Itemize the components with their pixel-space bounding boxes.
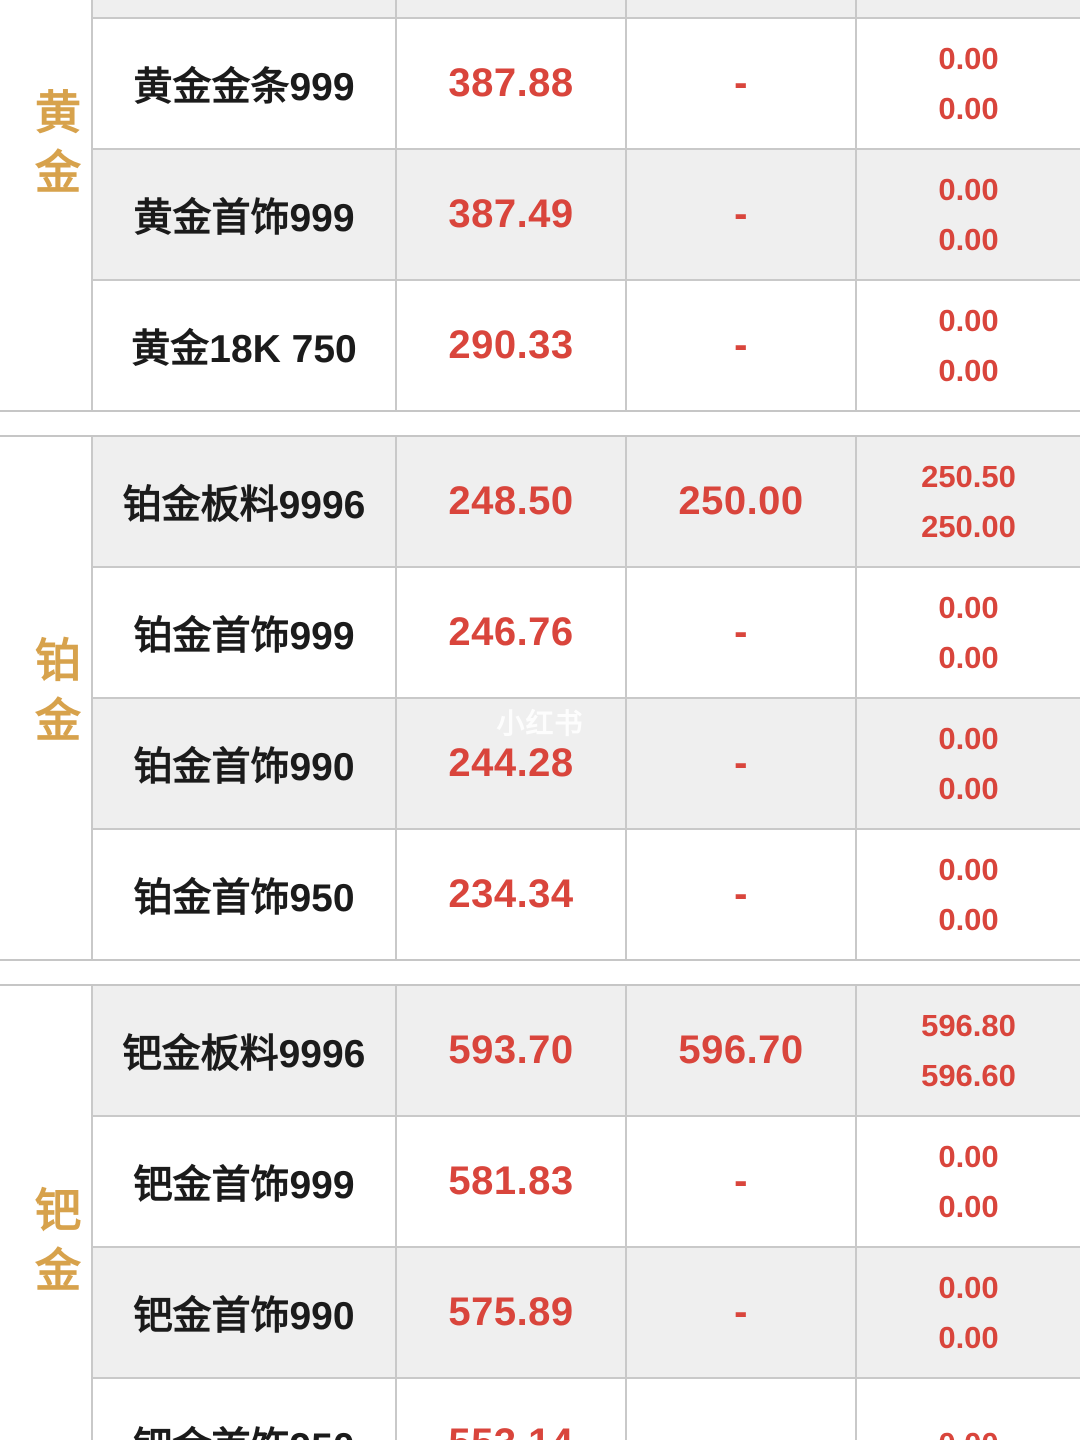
section-gold: 黄金金条999 387.88 - 0.00 0.00 黄金首饰999 387.4… xyxy=(0,0,1080,412)
product-name: 黄金首饰999 xyxy=(133,196,355,240)
product-name: 钯金首饰990 xyxy=(133,1294,355,1338)
mid-price-value: - xyxy=(625,568,855,697)
extra-prices: 0.00 0.00 xyxy=(855,150,1080,279)
extra-prices: 596.80 596.60 xyxy=(855,986,1080,1115)
table-row: 钯金首饰950 553.14 0.00 xyxy=(93,1377,1080,1440)
extra-price-top: 596.80 xyxy=(921,1007,1016,1043)
category-column xyxy=(0,0,91,410)
section-rows: 黄金金条999 387.88 - 0.00 0.00 黄金首饰999 387.4… xyxy=(91,0,1080,410)
product-name: 铂金首饰990 xyxy=(133,745,355,789)
mid-price-value: 596.70 xyxy=(625,986,855,1115)
extra-price-bottom: 596.60 xyxy=(921,1057,1016,1093)
table-row: 铂金首饰950 234.34 - 0.00 0.00 xyxy=(93,828,1080,959)
mid-price-value: - xyxy=(625,1248,855,1377)
extra-price-top: 250.50 xyxy=(921,458,1016,494)
price-value: 290.33 xyxy=(395,281,625,410)
xiaohongshu-watermark: 小红书 xyxy=(496,708,584,739)
price-value: 234.34 xyxy=(395,830,625,959)
category-column xyxy=(0,437,91,959)
table-row: 黄金首饰999 387.49 - 0.00 0.00 xyxy=(93,148,1080,279)
category-label-platinum: 铂金 xyxy=(29,636,81,756)
price-value: 553.14 xyxy=(395,1379,625,1440)
price-value: 246.76 xyxy=(395,568,625,697)
product-name: 钯金首饰950 xyxy=(93,1379,395,1440)
mid-price-value xyxy=(625,1379,855,1440)
price-value: 244.28 xyxy=(395,699,625,828)
extra-price-bottom: 0.00 xyxy=(938,639,999,675)
extra-prices: 0.00 0.00 xyxy=(855,19,1080,148)
product-name: 黄金18K 750 xyxy=(131,327,357,371)
stub-cell xyxy=(395,0,625,17)
section-rows: 钯金板料9996 593.70 596.70 596.80 596.60 钯金首… xyxy=(91,986,1080,1440)
extra-prices: 0.00 0.00 xyxy=(855,568,1080,697)
extra-price-bottom: 0.00 xyxy=(938,770,999,806)
extra-prices: 0.00 0.00 xyxy=(855,281,1080,410)
extra-prices: 0.00 xyxy=(855,1379,1080,1440)
price-value: 575.89 xyxy=(395,1248,625,1377)
extra-price-bottom: 0.00 xyxy=(938,1188,999,1224)
table-row: 铂金首饰999 246.76 - 0.00 0.00 xyxy=(93,566,1080,697)
product-name: 铂金板料9996 xyxy=(122,483,366,527)
extra-price-top: 0.00 xyxy=(938,171,999,207)
extra-price-bottom: 0.00 xyxy=(938,901,999,937)
table-row-header-stub xyxy=(93,0,1080,17)
mid-price-value: - xyxy=(625,281,855,410)
extra-price-top: 0.00 xyxy=(938,40,999,76)
product-name: 钯金首饰999 xyxy=(133,1163,355,1207)
price-value: 248.50 xyxy=(395,437,625,566)
mid-price-value: - xyxy=(625,1117,855,1246)
stub-cell xyxy=(625,0,855,17)
category-label-palladium: 钯金 xyxy=(29,1186,81,1306)
product-name: 黄金金条999 xyxy=(133,65,355,109)
table-row: 黄金金条999 387.88 - 0.00 0.00 xyxy=(93,17,1080,148)
extra-prices: 250.50 250.00 xyxy=(855,437,1080,566)
extra-price-bottom: 0.00 xyxy=(938,221,999,257)
table-row: 钯金板料9996 593.70 596.70 596.80 596.60 xyxy=(93,986,1080,1115)
extra-price-top: 0.00 xyxy=(938,589,999,625)
stub-cell xyxy=(855,0,1080,17)
extra-price-top: 0.00 xyxy=(938,1269,999,1305)
price-value: 581.83 xyxy=(395,1117,625,1246)
product-name: 钯金板料9996 xyxy=(122,1032,366,1076)
product-name: 铂金首饰950 xyxy=(133,876,355,920)
mid-price-value: 250.00 xyxy=(625,437,855,566)
table-row: 铂金首饰990 244.28 - 0.00 0.00 xyxy=(93,697,1080,828)
extra-price-bottom: 0.00 xyxy=(938,1319,999,1355)
extra-price-top: 0.00 xyxy=(938,1419,998,1440)
table-row: 铂金板料9996 248.50 250.00 250.50 250.00 xyxy=(93,437,1080,566)
section-platinum: 铂金板料9996 248.50 250.00 250.50 250.00 铂金首… xyxy=(0,435,1080,961)
table-row: 钯金首饰999 581.83 - 0.00 0.00 xyxy=(93,1115,1080,1246)
extra-prices: 0.00 0.00 xyxy=(855,699,1080,828)
extra-price-top: 0.00 xyxy=(938,302,999,338)
price-value: 387.49 xyxy=(395,150,625,279)
extra-price-top: 0.00 xyxy=(938,1138,999,1174)
price-value: 387.88 xyxy=(395,19,625,148)
extra-price-bottom: 0.00 xyxy=(938,352,999,388)
mid-price-value: - xyxy=(625,19,855,148)
extra-price-top: 0.00 xyxy=(938,720,999,756)
extra-prices: 0.00 0.00 xyxy=(855,1248,1080,1377)
mid-price-value: - xyxy=(625,150,855,279)
category-label-gold: 黄金 xyxy=(29,88,81,208)
price-value: 593.70 xyxy=(395,986,625,1115)
mid-price-value: - xyxy=(625,699,855,828)
category-column xyxy=(0,986,91,1440)
stub-cell xyxy=(93,0,395,17)
extra-prices: 0.00 0.00 xyxy=(855,1117,1080,1246)
product-name: 铂金首饰999 xyxy=(133,614,355,658)
mid-price-value: - xyxy=(625,830,855,959)
table-row: 钯金首饰990 575.89 - 0.00 0.00 xyxy=(93,1246,1080,1377)
table-row: 黄金18K 750 290.33 - 0.00 0.00 xyxy=(93,279,1080,410)
section-palladium: 钯金板料9996 593.70 596.70 596.80 596.60 钯金首… xyxy=(0,984,1080,1440)
extra-price-bottom: 250.00 xyxy=(921,508,1016,544)
extra-price-bottom: 0.00 xyxy=(938,90,999,126)
extra-price-top: 0.00 xyxy=(938,851,999,887)
extra-prices: 0.00 0.00 xyxy=(855,830,1080,959)
section-rows: 铂金板料9996 248.50 250.00 250.50 250.00 铂金首… xyxy=(91,437,1080,959)
